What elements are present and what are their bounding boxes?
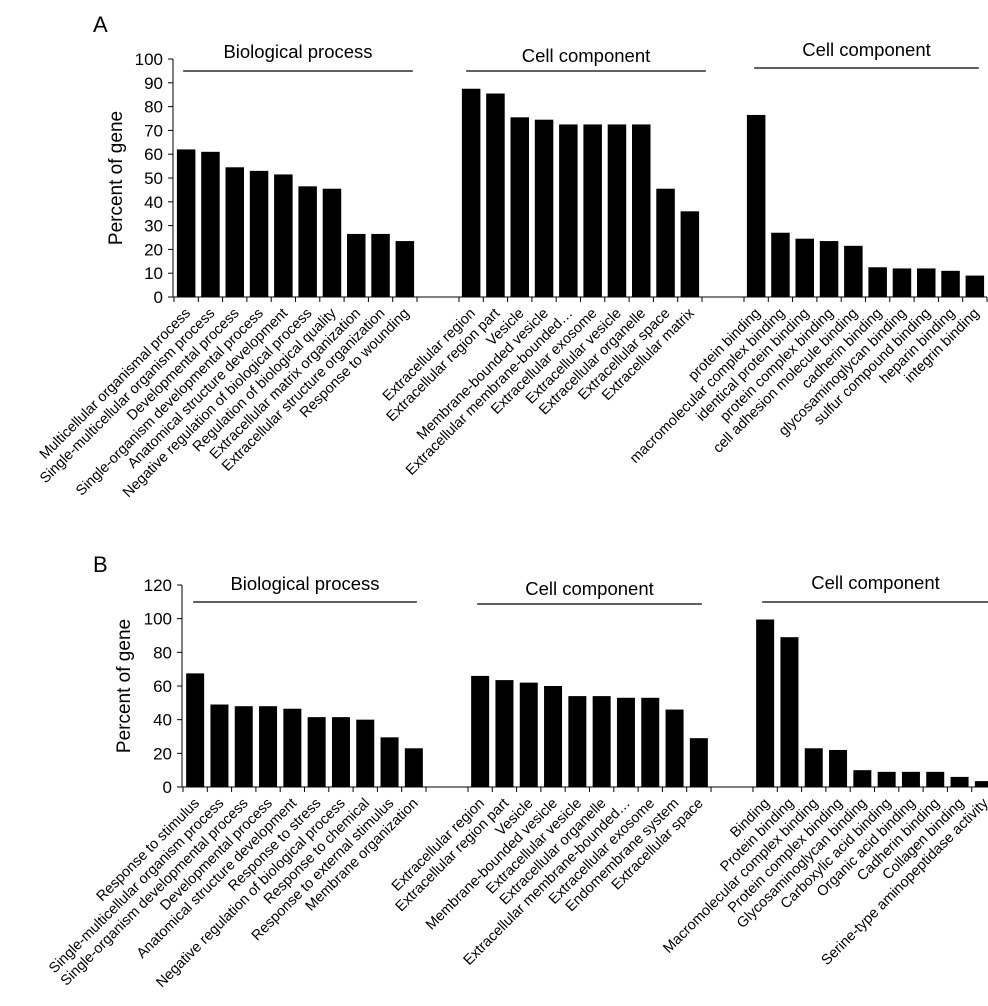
- bar: [331, 717, 350, 787]
- y-tick-label: 40: [144, 193, 163, 212]
- bar: [974, 781, 988, 787]
- bar: [234, 706, 253, 787]
- bar: [471, 675, 490, 787]
- bar: [853, 770, 872, 787]
- y-tick-label: 120: [144, 576, 172, 595]
- bar: [592, 696, 611, 787]
- bar: [404, 748, 423, 787]
- bar: [901, 771, 920, 787]
- bar: [607, 124, 627, 297]
- bar: [632, 124, 651, 297]
- y-tick-label: 20: [144, 240, 163, 259]
- bar: [534, 119, 554, 297]
- bar: [298, 186, 317, 297]
- bar: [486, 93, 505, 297]
- bar: [829, 749, 848, 787]
- bar: [371, 233, 390, 297]
- y-tick-label: 0: [163, 778, 172, 797]
- bar: [689, 738, 708, 787]
- bar: [495, 680, 514, 787]
- bar: [210, 704, 229, 787]
- bar: [307, 717, 326, 787]
- group-title: Cell component: [802, 39, 931, 60]
- y-tick-label: 40: [153, 711, 172, 730]
- group-title: Cell component: [525, 578, 654, 599]
- bar: [965, 275, 985, 297]
- bar: [519, 682, 538, 787]
- y-tick-label: 100: [144, 610, 172, 629]
- bar: [559, 124, 578, 297]
- bar: [283, 708, 302, 787]
- bar: [568, 696, 587, 787]
- bar: [347, 233, 366, 297]
- bar: [804, 748, 823, 787]
- bar: [510, 117, 529, 297]
- panel-letter: A: [93, 12, 108, 37]
- bar: [844, 245, 863, 297]
- y-tick-label: 60: [153, 677, 172, 696]
- bar: [941, 270, 960, 297]
- bar: [926, 771, 945, 787]
- panel-b: B Percent of gene 0 20 40 60 80 100 120 Biologica…: [46, 552, 988, 991]
- panel-letter: B: [93, 552, 108, 577]
- bar: [917, 268, 936, 297]
- y-tick-label: 80: [144, 98, 163, 117]
- y-tick-label: 20: [153, 744, 172, 763]
- group-title: Biological process: [223, 41, 372, 62]
- x-tick-label: Single-organism developmental process: [58, 796, 252, 990]
- bar: [322, 188, 342, 297]
- bar: [259, 706, 278, 787]
- group-title: Cell component: [522, 45, 651, 66]
- panel-a: A Percent of gene 0 10 20 30 40 50 60 70 80 90 100 Bi…: [37, 12, 988, 501]
- bar: [395, 241, 415, 297]
- bar: [656, 188, 675, 297]
- y-tick-label: 0: [154, 288, 163, 307]
- bar: [746, 114, 766, 298]
- bar: [461, 88, 481, 297]
- bar: [380, 737, 399, 787]
- y-axis-title: Percent of gene: [106, 111, 127, 245]
- bar: [771, 232, 790, 297]
- y-tick-label: 50: [144, 169, 163, 188]
- bar: [950, 776, 969, 787]
- bar: [186, 673, 205, 787]
- y-tick-label: 60: [144, 145, 163, 164]
- bar: [641, 697, 660, 787]
- bar: [583, 124, 602, 297]
- bar: [877, 771, 896, 787]
- group-title: Biological process: [230, 573, 379, 594]
- bar: [665, 709, 684, 787]
- bar: [356, 719, 375, 787]
- y-tick-label: 70: [144, 121, 163, 140]
- y-tick-label: 80: [153, 643, 172, 662]
- y-axis-title: Percent of gene: [114, 619, 135, 753]
- bar: [868, 267, 887, 297]
- y-tick-label: 30: [144, 217, 163, 236]
- bar: [892, 268, 912, 297]
- y-tick-label: 90: [144, 74, 163, 93]
- y-tick-label: 100: [135, 50, 163, 69]
- bar: [616, 697, 635, 787]
- group-title: Cell component: [811, 572, 940, 593]
- bar: [795, 238, 814, 297]
- bar: [756, 619, 775, 787]
- bar: [225, 167, 244, 297]
- y-tick-label: 10: [144, 264, 163, 283]
- bar: [249, 170, 269, 297]
- bar: [819, 241, 839, 297]
- bar: [201, 151, 220, 297]
- bar: [176, 149, 196, 297]
- bar: [780, 637, 799, 787]
- bar: [680, 211, 700, 297]
- bar: [544, 686, 563, 787]
- bar: [274, 174, 293, 297]
